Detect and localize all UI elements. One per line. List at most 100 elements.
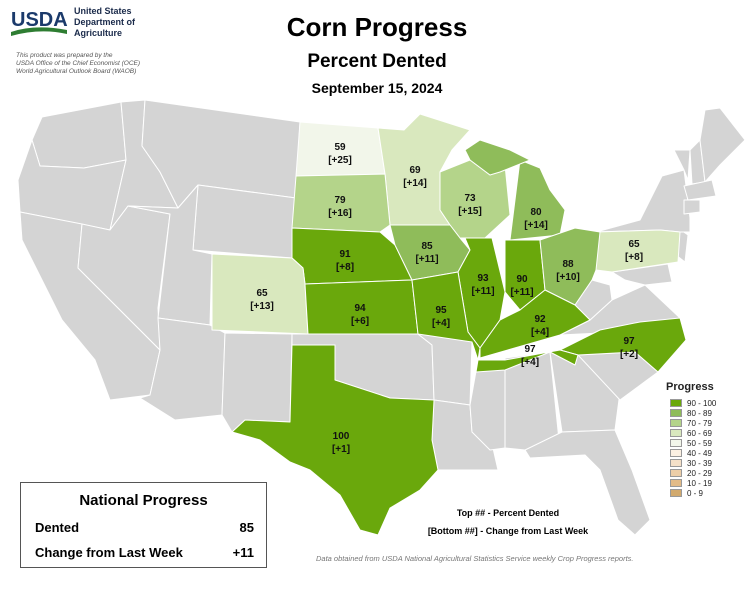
map-subtitle: Percent Dented xyxy=(307,51,447,72)
state-label-ne: 91 [+8] xyxy=(336,249,354,273)
legend-swatch xyxy=(670,409,682,417)
legend-swatch xyxy=(670,429,682,437)
state-change-value: [+4] xyxy=(531,327,549,338)
state-regions xyxy=(17,99,746,536)
state-wa xyxy=(31,101,127,169)
legend-item: 90 - 100 xyxy=(670,398,716,408)
state-dented-value: 79 xyxy=(334,195,346,206)
usda-logo-swoosh-icon xyxy=(11,27,67,36)
legend-swatch xyxy=(670,469,682,477)
legend-label: 0 - 9 xyxy=(687,488,704,498)
state-dented-value: 91 xyxy=(339,249,351,260)
legend-label: 50 - 59 xyxy=(687,438,712,448)
state-dented-value: 92 xyxy=(534,314,546,325)
state-change-value: [+4] xyxy=(432,318,450,329)
state-me xyxy=(699,107,746,183)
key-top: Top ## - Percent Dented xyxy=(456,508,560,518)
state-label-tn: 97 [+4] xyxy=(521,344,539,368)
state-dented-value: 69 xyxy=(409,165,421,176)
state-label-in: 90 [+11] xyxy=(510,274,533,298)
state-dented-value: 65 xyxy=(628,239,640,250)
legend-item: 50 - 59 xyxy=(670,438,716,448)
state-change-value: [+11] xyxy=(471,286,494,297)
state-change-value: [+1] xyxy=(332,444,350,455)
state-fl xyxy=(524,429,651,536)
state-change-value: [+11] xyxy=(510,287,533,298)
state-change-value: [+16] xyxy=(328,208,352,219)
national-change-label: Change from Last Week xyxy=(35,545,183,560)
legend-item: 30 - 39 xyxy=(670,458,716,468)
state-label-ky: 92 [+4] xyxy=(531,314,549,338)
state-dented-value: 85 xyxy=(421,241,433,252)
legend-swatch xyxy=(670,439,682,447)
state-change-value: [+13] xyxy=(250,301,274,312)
key-bottom: [Bottom ##] - Change from Last Week xyxy=(427,526,589,536)
state-dented-value: 65 xyxy=(256,288,268,299)
map-date: September 15, 2024 xyxy=(311,80,443,96)
legend-title: Progress xyxy=(666,381,714,393)
state-dented-value: 97 xyxy=(524,344,536,355)
legend-label: 80 - 89 xyxy=(687,408,712,418)
legend-swatch xyxy=(670,419,682,427)
state-dented-value: 100 xyxy=(333,431,350,442)
legend-label: 30 - 39 xyxy=(687,458,712,468)
national-change-value: +11 xyxy=(232,545,254,560)
state-change-value: [+8] xyxy=(336,262,354,273)
legend-label: 10 - 19 xyxy=(687,478,712,488)
state-label-tx: 100 [+1] xyxy=(332,431,350,455)
state-dented-value: 59 xyxy=(334,142,346,153)
legend-item: 10 - 19 xyxy=(670,478,716,488)
state-label-il: 93 [+11] xyxy=(471,273,494,297)
state-label-sd: 79 [+16] xyxy=(328,195,352,219)
national-dented-value: 85 xyxy=(239,520,254,535)
legend-item: 60 - 69 xyxy=(670,428,716,438)
state-label-ia: 85 [+11] xyxy=(415,241,438,265)
state-change-value: [+8] xyxy=(625,252,643,263)
state-sd xyxy=(291,173,391,233)
state-change-value: [+10] xyxy=(556,272,580,283)
state-up xyxy=(464,139,531,176)
legend-swatch xyxy=(670,479,682,487)
source-note: Data obtained from USDA National Agricul… xyxy=(316,554,634,563)
legend-swatch xyxy=(670,459,682,467)
state-dented-value: 80 xyxy=(530,207,542,218)
state-tx xyxy=(231,344,439,536)
legend-label: 20 - 29 xyxy=(687,468,712,478)
state-change-value: [+15] xyxy=(458,206,482,217)
legend-label: 90 - 100 xyxy=(687,398,717,408)
state-ma xyxy=(683,179,717,201)
state-nv xyxy=(77,205,171,351)
state-label-pa: 65 [+8] xyxy=(625,239,643,263)
state-ct xyxy=(683,199,701,215)
legend-item: 0 - 9 xyxy=(670,488,716,498)
map-title: Corn Progress xyxy=(286,12,468,42)
state-dented-value: 90 xyxy=(516,274,528,285)
state-dented-value: 88 xyxy=(562,259,574,270)
prepared-by-note: This product was prepared by the USDA Of… xyxy=(16,52,141,75)
state-label-mo: 95 [+4] xyxy=(432,305,450,329)
legend-item: 70 - 79 xyxy=(670,418,716,428)
state-change-value: [+6] xyxy=(351,316,369,327)
state-nc xyxy=(559,317,687,373)
legend-label: 40 - 49 xyxy=(687,448,712,458)
label-key: Top ## - Percent Dented [Bottom ##] - Ch… xyxy=(400,504,616,540)
state-label-oh: 88 [+10] xyxy=(556,259,580,283)
state-label-nd: 59 [+25] xyxy=(328,142,352,166)
legend-swatch xyxy=(670,489,682,497)
state-dented-value: 94 xyxy=(354,303,366,314)
state-label-nc: 97 [+2] xyxy=(620,336,638,360)
state-mo xyxy=(411,271,481,361)
state-change-value: [+25] xyxy=(328,155,352,166)
state-ny xyxy=(595,169,691,233)
national-progress-box: National Progress Dented 85 Change from … xyxy=(20,482,267,568)
legend-swatch xyxy=(670,399,682,407)
state-label-wi: 73 [+15] xyxy=(458,193,482,217)
legend-label: 60 - 69 xyxy=(687,428,712,438)
state-nm xyxy=(221,332,293,433)
state-vt xyxy=(673,149,691,181)
state-dented-value: 93 xyxy=(477,273,489,284)
legend-swatch xyxy=(670,449,682,457)
legend-label: 70 - 79 xyxy=(687,418,712,428)
state-wy xyxy=(192,184,297,259)
state-dented-value: 97 xyxy=(623,336,635,347)
